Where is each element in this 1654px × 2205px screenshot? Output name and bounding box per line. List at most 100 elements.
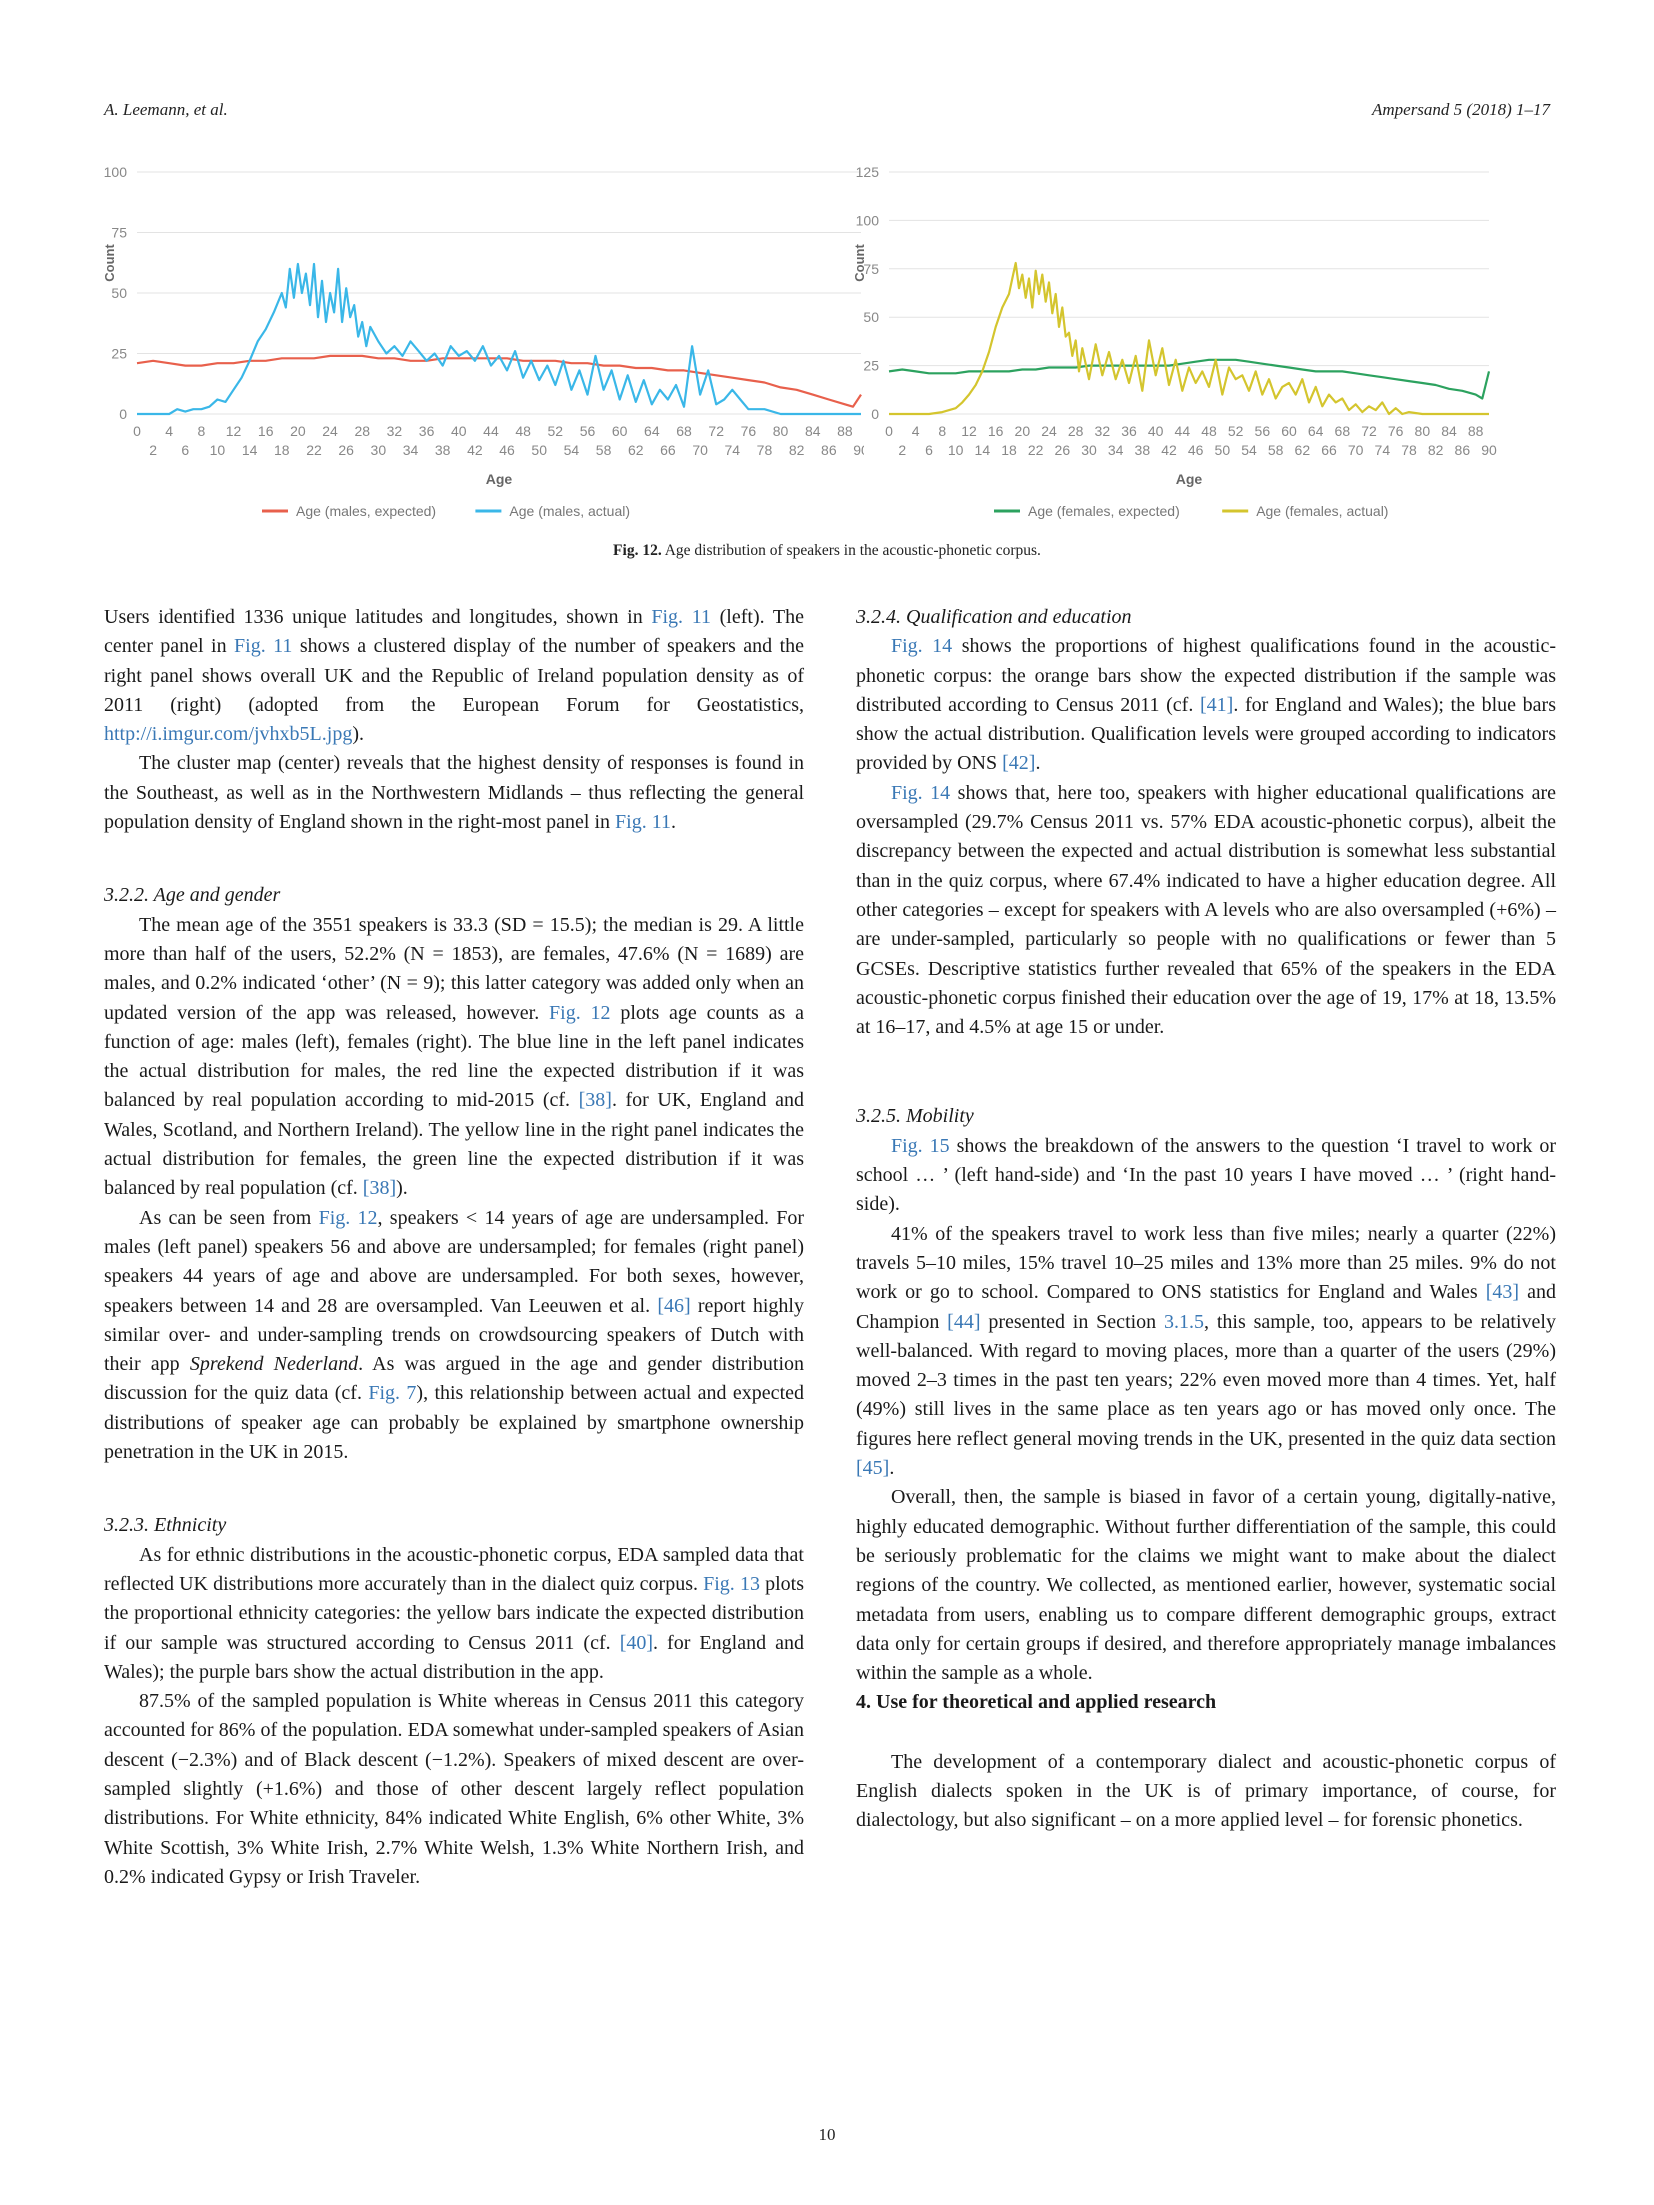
x-tick-label: 68 (1335, 423, 1351, 439)
paragraph: Users identified 1336 unique latitudes a… (104, 603, 804, 749)
x-tick-label: 46 (499, 442, 515, 458)
section-heading-qualification: 3.2.4. Qualification and education (856, 606, 1132, 628)
x-tick-label: 26 (338, 442, 354, 458)
x-tick-label: 10 (948, 442, 964, 458)
x-tick-label: 28 (354, 423, 370, 439)
citation-link[interactable]: [46] (657, 1294, 691, 1317)
y-tick-label: 75 (111, 225, 127, 241)
fig-ref-link[interactable]: Fig. 11 (234, 635, 293, 658)
text: The cluster map (center) reveals that th… (104, 752, 804, 834)
text: . for England and Wales); the blue bars … (856, 693, 1556, 775)
x-tick-label: 78 (757, 442, 773, 458)
x-tick-label: 74 (1375, 442, 1391, 458)
caption-text: Age distribution of speakers in the acou… (661, 542, 1041, 559)
text: ), this relationship between actual and … (104, 1382, 804, 1464)
text: The mean age of the 3551 speakers is 33.… (104, 913, 804, 1024)
x-tick-label: 40 (1148, 423, 1164, 439)
x-tick-label: 72 (1361, 423, 1377, 439)
citation-link[interactable]: [43] (1485, 1281, 1520, 1304)
section-heading-4: 4. Use for theoretical and applied resea… (856, 1691, 1217, 1714)
fig-ref-link[interactable]: Fig. 7 (368, 1382, 417, 1405)
x-tick-label: 50 (531, 442, 547, 458)
citation-link[interactable]: [41] (1199, 693, 1234, 716)
x-tick-label: 26 (1055, 442, 1071, 458)
series-line (889, 261, 1489, 416)
section-link[interactable]: 3.1.5 (1164, 1310, 1205, 1333)
x-tick-label: 30 (371, 442, 387, 458)
x-tick-label: 32 (387, 423, 403, 439)
text: , this sample, too, appears to be relati… (856, 1310, 1556, 1450)
citation-link[interactable]: [45] (856, 1457, 890, 1480)
x-tick-label: 70 (1348, 442, 1364, 458)
fig-ref-link[interactable]: Fig. 14 (891, 635, 953, 658)
legend-label: Age (males, actual) (509, 503, 630, 519)
x-tick-label: 24 (1041, 423, 1057, 439)
x-tick-label: 48 (1201, 423, 1217, 439)
citation-link[interactable]: [42] (1002, 752, 1036, 775)
x-tick-label: 84 (1441, 423, 1457, 439)
x-tick-label: 14 (975, 442, 991, 458)
x-tick-label: 72 (708, 423, 724, 439)
paragraph: Overall, then, the sample is biased in f… (856, 1486, 1556, 1685)
text: . (889, 1457, 895, 1480)
paragraph: 41% of the speakers travel to work less … (856, 1220, 1556, 1484)
citation-link[interactable]: [38] (362, 1177, 397, 1200)
text: As for ethnic distributions in the acous… (104, 1543, 804, 1595)
chart-females: 0 25 50 75 100 125 0 4 8 12 16 20 24 28 32 36 40 44 48 52 56… (854, 150, 1554, 530)
x-tick-label: 2 (898, 442, 906, 458)
text: . (670, 811, 676, 834)
x-tick-label: 36 (1121, 423, 1137, 439)
x-tick-label: 6 (181, 442, 189, 458)
paragraph: The development of a contemporary dialec… (856, 1750, 1556, 1832)
x-tick-label: 28 (1068, 423, 1084, 439)
chart-males: 0 25 50 75 100 0 4 8 12 16 20 24 28 32 36 40 44 48 52 56 60 6… (104, 150, 864, 530)
fig-ref-link[interactable]: Fig. 14 (891, 781, 951, 804)
fig-ref-link[interactable]: Fig. 13 (703, 1572, 760, 1595)
y-tick-label: 0 (119, 406, 127, 422)
x-tick-label: 32 (1095, 423, 1111, 439)
y-axis-label: Count (854, 244, 867, 282)
citation-link[interactable]: [44] (947, 1310, 981, 1333)
running-header: A. Leemann, et al. Ampersand 5 (2018) 1–… (104, 100, 1550, 120)
x-tick-label: 80 (773, 423, 789, 439)
url-link[interactable]: http://i.imgur.com/jvhxb5L.jpg (104, 723, 353, 746)
text: ). (352, 723, 365, 746)
x-tick-label: 70 (692, 442, 708, 458)
x-tick-label: 36 (419, 423, 435, 439)
citation-link[interactable]: [38] (578, 1089, 612, 1112)
x-tick-label: 58 (1268, 442, 1284, 458)
fig-ref-link[interactable]: Fig. 11 (651, 606, 711, 628)
citation-link[interactable]: [40] (619, 1631, 654, 1654)
x-tick-label: 18 (1001, 442, 1017, 458)
text: presented in Section (980, 1310, 1165, 1333)
x-tick-label: 38 (435, 442, 451, 458)
text: and Champion (856, 1281, 1556, 1333)
text: . for England and Wales); the purple bar… (104, 1631, 804, 1683)
fig-ref-link[interactable]: Fig. 11 (615, 811, 671, 834)
x-tick-label: 64 (1308, 423, 1324, 439)
y-tick-label: 75 (863, 261, 879, 277)
text: 41% of the speakers travel to work less … (856, 1222, 1556, 1304)
header-authors: A. Leemann, et al. (104, 100, 228, 119)
y-tick-label: 25 (863, 358, 879, 374)
fig-ref-link[interactable]: Fig. 12 (318, 1206, 378, 1229)
text: , speakers < 14 years of age are undersa… (104, 1206, 804, 1317)
x-axis-label: Age (486, 471, 513, 487)
text: report highly similar over- and under-sa… (104, 1294, 804, 1376)
section-heading-ethnicity: 3.2.3. Ethnicity (104, 1514, 227, 1537)
series-line (137, 262, 861, 416)
legend-label: Age (females, expected) (1028, 503, 1180, 519)
x-tick-label: 66 (1321, 442, 1337, 458)
x-tick-label: 56 (1255, 423, 1271, 439)
text: As can be seen from (139, 1206, 319, 1229)
fig-ref-link[interactable]: Fig. 12 (549, 1001, 611, 1024)
text: . As was argued in the age and gender di… (104, 1353, 805, 1405)
x-tick-label: 8 (197, 423, 205, 439)
text: plots age counts as a function of age: m… (104, 1001, 804, 1112)
x-tick-label: 16 (988, 423, 1004, 439)
x-tick-label: 66 (660, 442, 676, 458)
fig-ref-link[interactable]: Fig. 15 (891, 1134, 950, 1157)
x-tick-label: 76 (1388, 423, 1404, 439)
section-heading-mobility: 3.2.5. Mobility (856, 1105, 974, 1128)
